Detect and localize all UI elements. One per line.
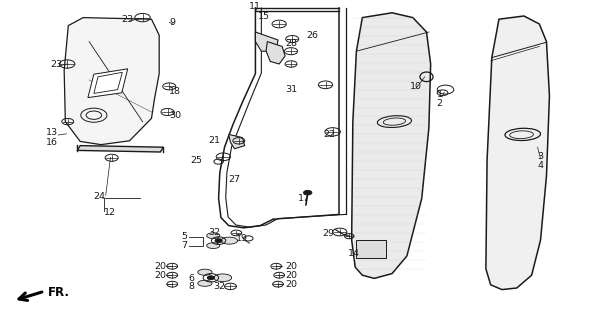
Text: 28: 28 xyxy=(285,39,297,48)
Text: 16: 16 xyxy=(46,138,58,147)
Text: 20: 20 xyxy=(285,262,297,271)
Text: 18: 18 xyxy=(169,87,181,96)
Polygon shape xyxy=(77,146,163,152)
Polygon shape xyxy=(229,134,245,149)
Ellipse shape xyxy=(198,269,212,275)
Text: 7: 7 xyxy=(181,241,187,250)
Polygon shape xyxy=(94,72,122,93)
Ellipse shape xyxy=(207,243,220,249)
Text: 6: 6 xyxy=(188,274,194,283)
Text: 4: 4 xyxy=(538,161,544,170)
Polygon shape xyxy=(88,69,128,98)
Polygon shape xyxy=(486,16,549,290)
Text: 23: 23 xyxy=(50,60,62,68)
Text: 8: 8 xyxy=(188,282,194,291)
Text: 3: 3 xyxy=(538,152,544,161)
Text: 17: 17 xyxy=(298,194,310,203)
Text: 2: 2 xyxy=(437,99,443,108)
Text: 10: 10 xyxy=(410,82,422,91)
Ellipse shape xyxy=(207,233,220,238)
Text: 20: 20 xyxy=(154,262,166,271)
Circle shape xyxy=(215,239,222,243)
Circle shape xyxy=(207,276,214,280)
Text: 1: 1 xyxy=(437,90,443,99)
Text: 13: 13 xyxy=(46,128,58,137)
Text: 25: 25 xyxy=(190,156,202,164)
Text: 24: 24 xyxy=(94,192,106,201)
Text: 20: 20 xyxy=(285,271,297,280)
Text: 32: 32 xyxy=(214,282,226,291)
Text: 32: 32 xyxy=(208,228,220,237)
Text: 12: 12 xyxy=(104,208,116,217)
Ellipse shape xyxy=(198,280,212,286)
Text: 5: 5 xyxy=(181,232,187,241)
Polygon shape xyxy=(266,42,285,64)
Polygon shape xyxy=(255,32,278,51)
Text: 21: 21 xyxy=(208,136,220,145)
Circle shape xyxy=(304,190,312,195)
Text: 30: 30 xyxy=(169,111,181,120)
Text: 9: 9 xyxy=(169,18,175,27)
Polygon shape xyxy=(352,13,431,278)
Text: 29: 29 xyxy=(322,229,334,238)
Polygon shape xyxy=(356,240,386,258)
Text: 26: 26 xyxy=(306,31,318,40)
Text: 11: 11 xyxy=(249,2,261,11)
Text: FR.: FR. xyxy=(48,286,69,299)
Text: 15: 15 xyxy=(258,12,270,20)
Text: 27: 27 xyxy=(229,175,241,184)
Text: 20: 20 xyxy=(154,271,166,280)
Polygon shape xyxy=(64,18,159,145)
Text: 19: 19 xyxy=(236,234,248,243)
Text: 31: 31 xyxy=(285,85,297,94)
Text: 14: 14 xyxy=(348,249,360,258)
Ellipse shape xyxy=(214,274,232,282)
Text: 23: 23 xyxy=(122,15,134,24)
Text: 22: 22 xyxy=(324,130,336,139)
Text: 20: 20 xyxy=(285,280,297,289)
Ellipse shape xyxy=(221,237,238,244)
